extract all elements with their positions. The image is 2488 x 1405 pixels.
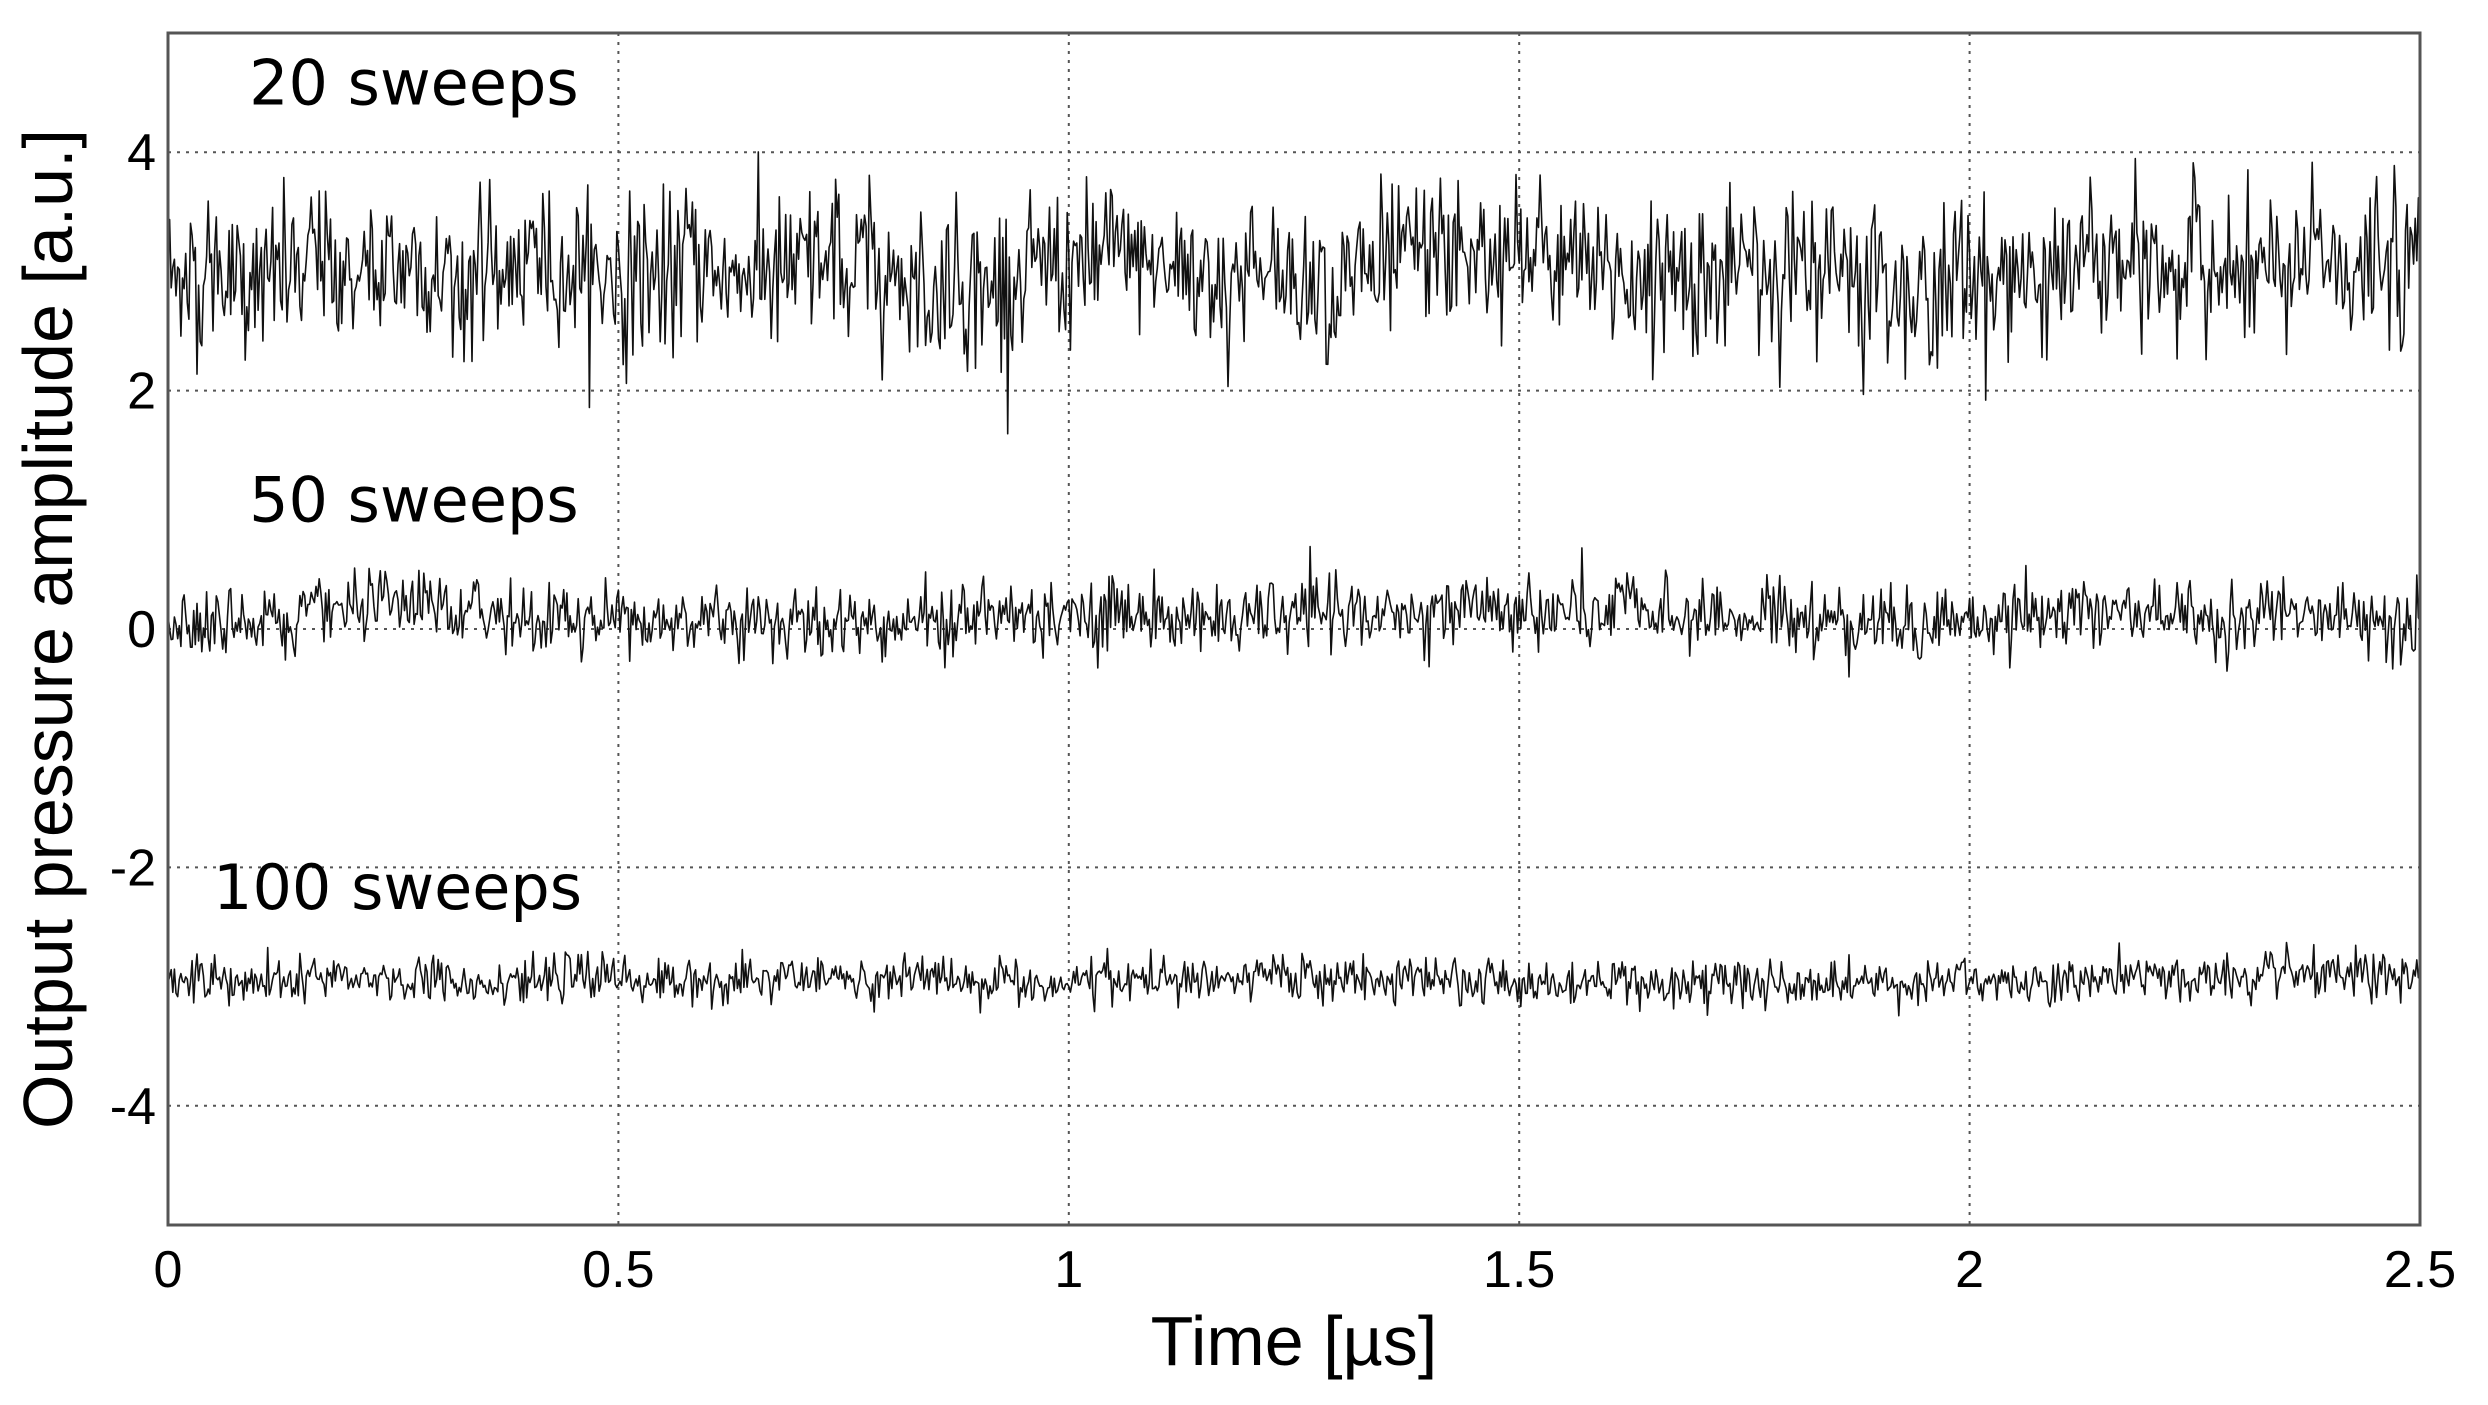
series-annotations: 20 sweeps 50 sweeps 100 sweeps: [213, 47, 582, 925]
y-tick-label: 4: [127, 124, 156, 182]
y-tick-labels: 4 2 0 -2 -4: [110, 124, 156, 1136]
series-annotation: 50 sweeps: [249, 464, 579, 537]
x-tick-labels: 0 0.5 1 1.5 2 2.5: [154, 1241, 2457, 1299]
y-tick-label: 0: [127, 601, 156, 659]
y-tick-label: -2: [110, 839, 156, 897]
series-annotation: 20 sweeps: [249, 47, 579, 120]
x-tick-label: 2.5: [2384, 1241, 2456, 1299]
series-trace: [167, 941, 2421, 1017]
x-tick-label: 1.5: [1483, 1241, 1555, 1299]
x-tick-label: 0: [154, 1241, 183, 1299]
x-axis-title: Time [µs]: [1151, 1302, 1438, 1380]
x-tick-label: 1: [1054, 1241, 1083, 1299]
series-annotation: 100 sweeps: [213, 851, 582, 924]
y-tick-label: -4: [110, 1078, 156, 1136]
y-axis-title: Output pressure amplitude [a.u.]: [9, 129, 87, 1129]
plot-frame: [166, 31, 2422, 1227]
x-tick-label: 2: [1955, 1241, 1984, 1299]
series-trace: [167, 151, 2421, 435]
x-tick-label: 0.5: [582, 1241, 654, 1299]
series-traces: [167, 151, 2421, 1017]
series-trace: [167, 545, 2421, 678]
y-tick-label: 2: [127, 363, 156, 421]
grid-lines: [168, 33, 2420, 1225]
